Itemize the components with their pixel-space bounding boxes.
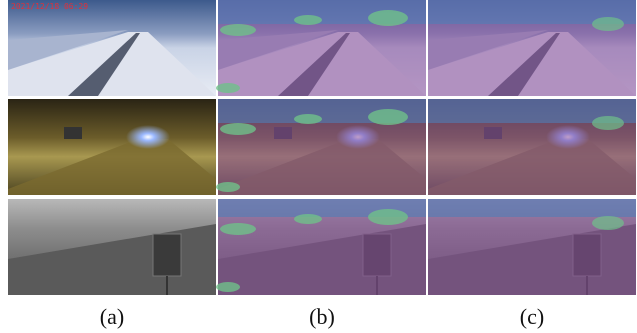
vegetation-mask xyxy=(592,216,624,230)
vegetation-mask xyxy=(592,17,624,31)
image-panel xyxy=(428,0,636,96)
vegetation-mask xyxy=(216,83,240,93)
vegetation-mask xyxy=(220,123,256,135)
sky-mask xyxy=(428,199,636,217)
image-panel xyxy=(428,199,636,295)
image-panel xyxy=(8,99,216,195)
timestamp: 2021/12/18 06:29 xyxy=(11,2,88,11)
vegetation-mask xyxy=(368,209,408,225)
vegetation-mask xyxy=(294,114,322,124)
caption: (a) xyxy=(100,304,124,329)
headlights xyxy=(126,125,170,149)
vegetation-mask xyxy=(220,223,256,235)
vegetation-mask xyxy=(592,116,624,130)
vegetation-mask xyxy=(216,282,240,292)
vegetation-mask xyxy=(220,24,256,36)
image-panel xyxy=(428,99,636,195)
vegetation-mask xyxy=(368,10,408,26)
vegetation-mask xyxy=(294,15,322,25)
figure: 2021/12/18 06:29 (a) (b) (c) xyxy=(0,0,637,333)
vegetation-mask xyxy=(294,214,322,224)
sign xyxy=(153,234,181,276)
truck xyxy=(64,127,82,139)
image-panel xyxy=(216,199,426,295)
caption: (b) xyxy=(309,304,335,329)
caption: (c) xyxy=(520,304,544,329)
image-panel xyxy=(216,0,426,96)
image-panel xyxy=(216,99,426,195)
vegetation-mask xyxy=(368,109,408,125)
image-panel: 2021/12/18 06:29 xyxy=(8,0,216,96)
vegetation-mask xyxy=(216,182,240,192)
image-panel xyxy=(8,199,216,295)
